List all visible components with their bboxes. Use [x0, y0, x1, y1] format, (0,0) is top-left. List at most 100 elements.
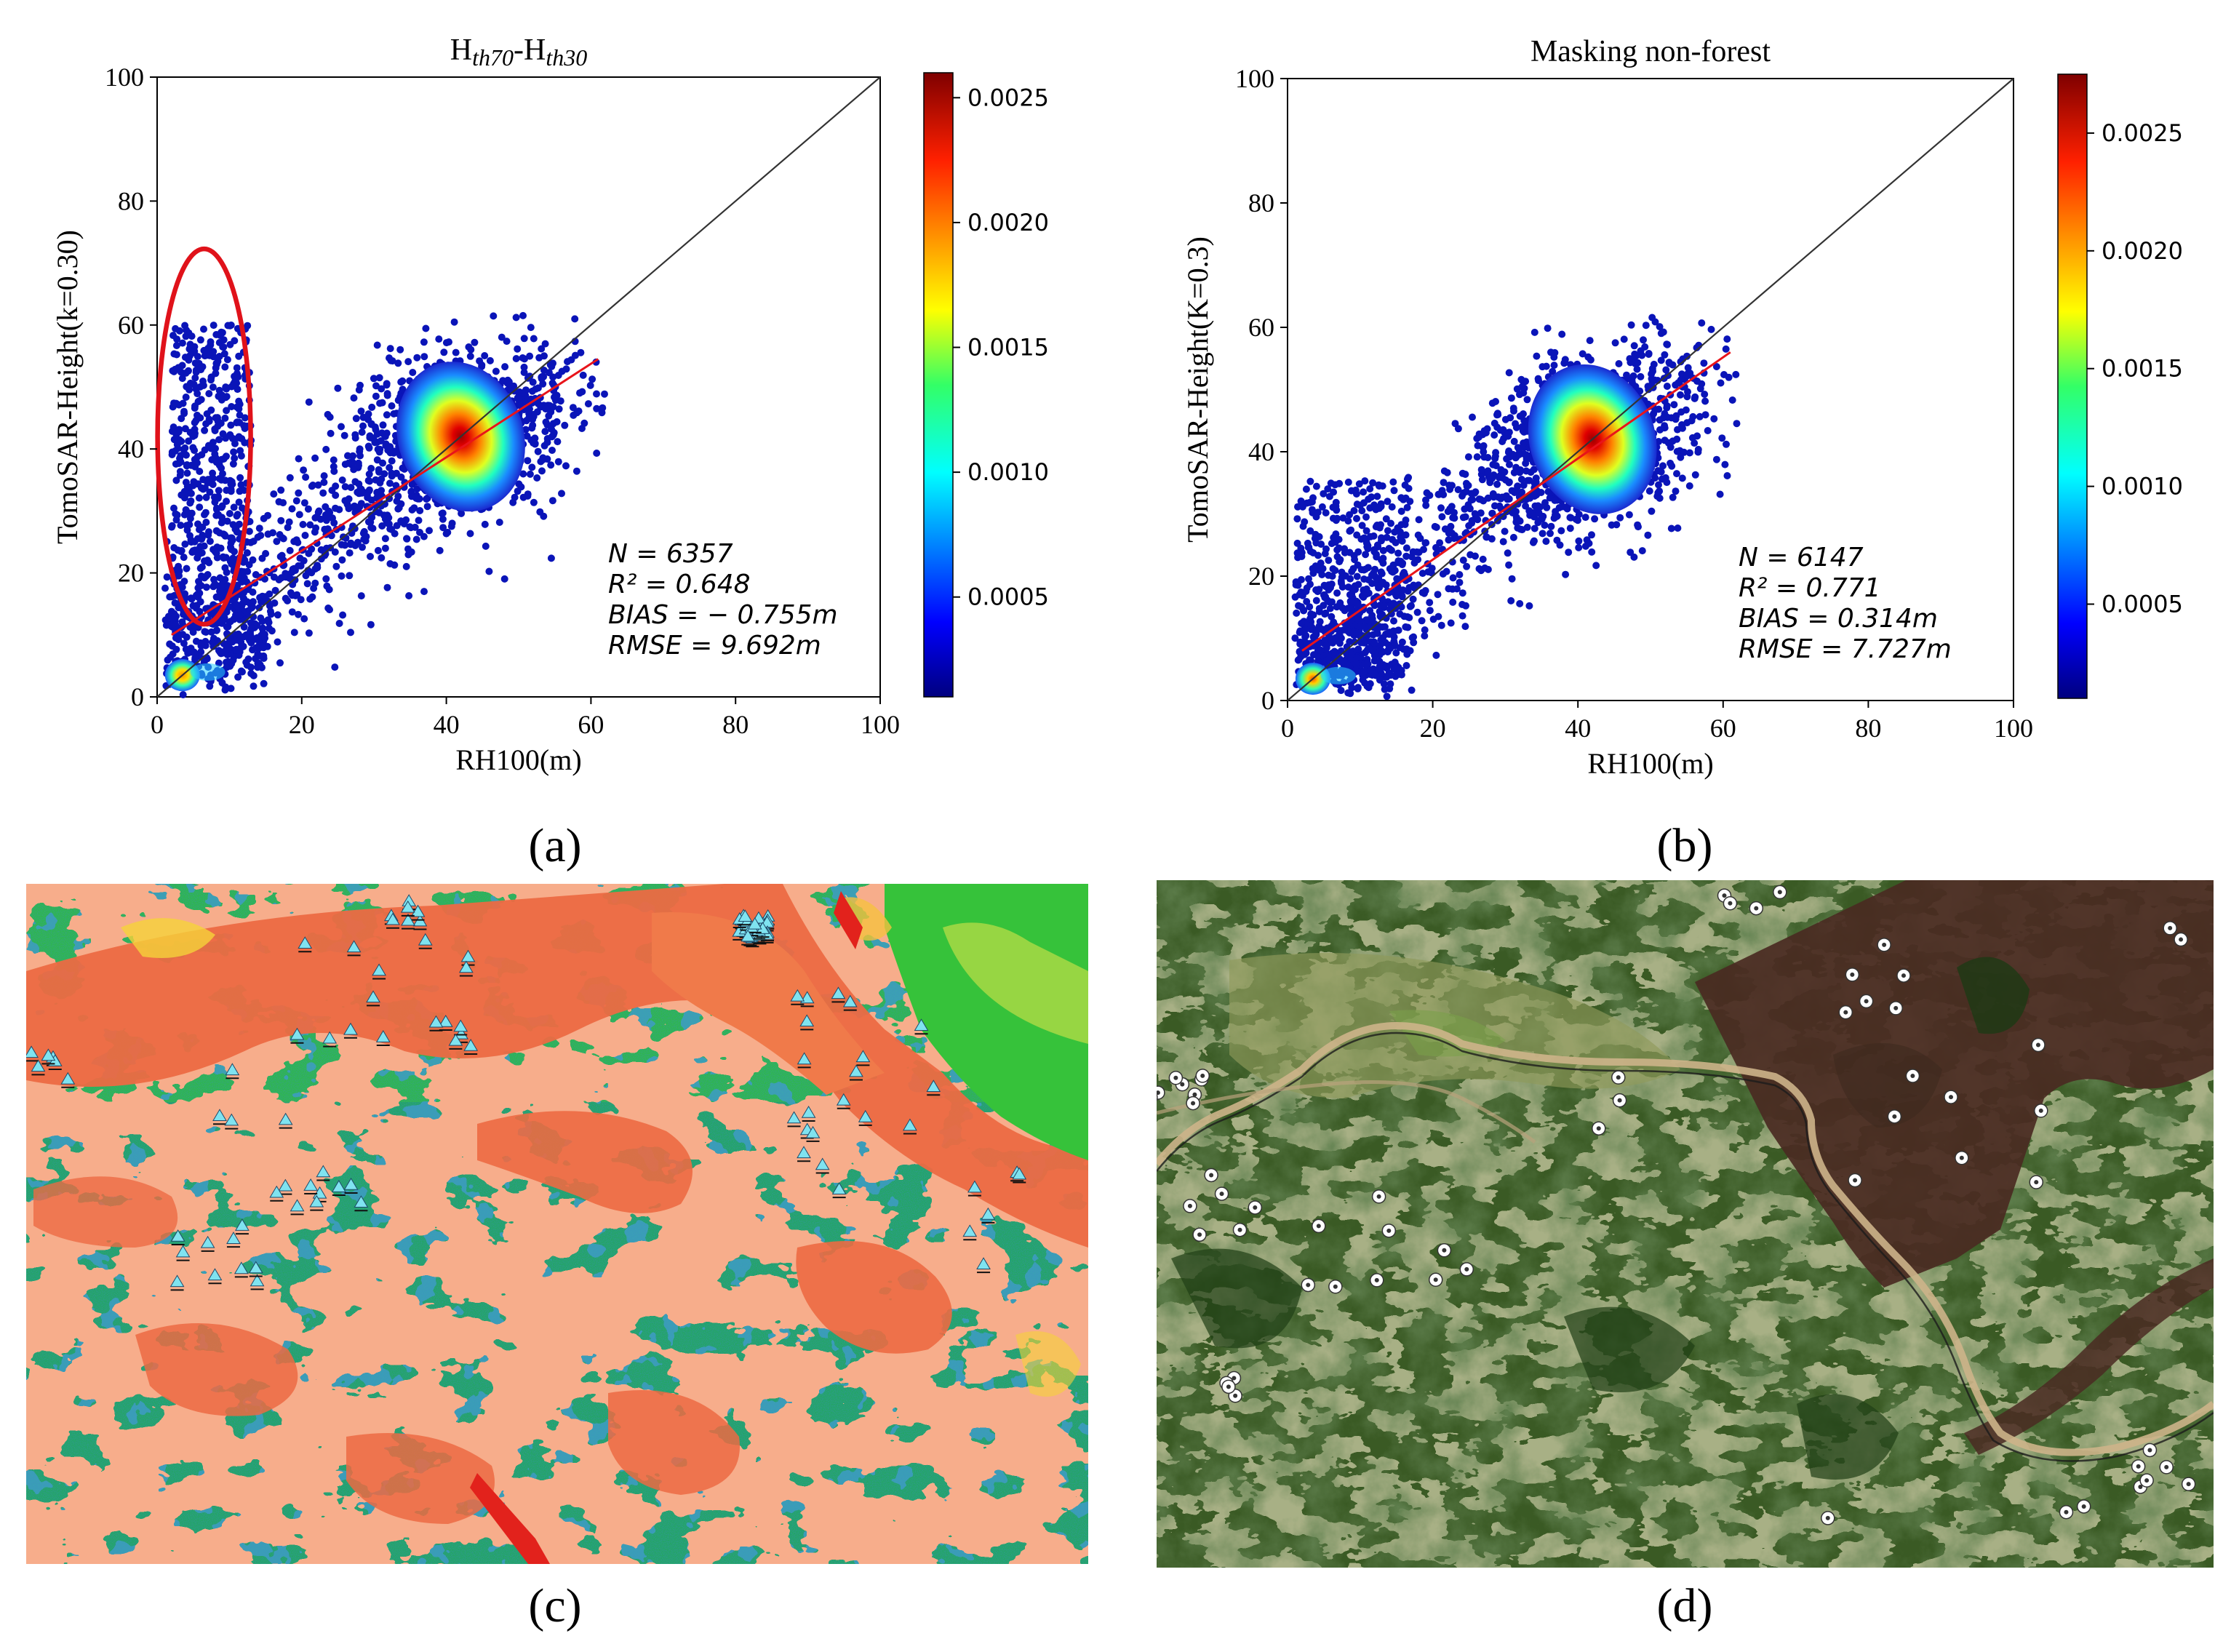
- scatter-point: [1588, 531, 1595, 539]
- scatter-point: [223, 498, 231, 506]
- scatter-point: [338, 572, 346, 580]
- scatter-point: [383, 411, 391, 419]
- plot-circle-center: [1893, 1005, 1899, 1010]
- scatter-point: [324, 525, 332, 533]
- scatter-point: [284, 596, 292, 604]
- sample-triangle-marker: [331, 1180, 346, 1192]
- scatter-point: [1496, 502, 1504, 510]
- scatter-point: [579, 371, 587, 379]
- scatter-point: [183, 564, 191, 572]
- scatter-point: [531, 434, 539, 442]
- scatter-point: [364, 494, 372, 501]
- scatter-point: [561, 421, 569, 429]
- scatter-point: [288, 608, 296, 616]
- x-tick-label: 40: [434, 710, 460, 739]
- scatter-point: [330, 519, 338, 527]
- scatter-point: [1677, 453, 1685, 461]
- scatter-point: [177, 437, 185, 445]
- scatter-point: [370, 375, 378, 383]
- plot-circle-center: [1948, 1095, 1953, 1100]
- scatter-point: [1362, 513, 1370, 521]
- scatter-point: [1549, 367, 1557, 375]
- scatter-point: [255, 524, 263, 532]
- scatter-point: [311, 528, 319, 536]
- scatter-point: [322, 445, 330, 453]
- sample-triangle-marker: [738, 909, 753, 922]
- scatter-point: [416, 528, 423, 536]
- scatter-point: [593, 404, 601, 412]
- scatter-point: [1337, 687, 1345, 695]
- scatter-point: [319, 489, 327, 497]
- scatter-point: [519, 470, 527, 478]
- scatter-point: [1372, 506, 1380, 514]
- scatter-point: [399, 386, 407, 394]
- scatter-point: [1437, 504, 1445, 512]
- scatter-point: [416, 507, 424, 514]
- scatter-point: [554, 438, 562, 446]
- scatter-point: [1331, 481, 1339, 489]
- scatter-point: [1557, 527, 1565, 535]
- scatter-point: [1629, 379, 1636, 387]
- scatter-point: [1392, 649, 1400, 657]
- scatter-point: [311, 579, 319, 587]
- satellite-image: [1157, 880, 2214, 1568]
- scatter-point: [177, 522, 185, 530]
- scatter-point: [1584, 353, 1592, 361]
- scatter-point: [1384, 498, 1392, 506]
- scatter-point: [1365, 495, 1373, 503]
- regression-line: [171, 358, 599, 637]
- sample-triangle-marker: [747, 917, 762, 930]
- scatter-point: [404, 358, 412, 366]
- scatter-point: [383, 381, 391, 389]
- scatter-point: [195, 494, 203, 502]
- scatter-point: [346, 572, 354, 580]
- scatter-point: [571, 351, 579, 359]
- scatter-point: [171, 447, 179, 455]
- scatter-point: [1381, 685, 1389, 693]
- scatter-point: [191, 359, 199, 367]
- scatter-point: [1461, 623, 1469, 631]
- scatter-point: [367, 553, 374, 560]
- scatter-point: [404, 545, 412, 553]
- scatter-point: [1496, 471, 1504, 479]
- scatter-point: [1312, 562, 1320, 570]
- scatter-point: [1696, 385, 1704, 393]
- scatter-point: [332, 562, 340, 570]
- scatter-point: [1390, 617, 1397, 625]
- scatter-point: [1586, 337, 1594, 345]
- scatter-point: [511, 493, 519, 501]
- scatter-point: [1315, 607, 1323, 615]
- x-ticks: 0 20 40 60 80 100: [1281, 701, 2033, 743]
- scatter-point: [1378, 647, 1386, 655]
- scatter-point: [1422, 496, 1429, 504]
- colorbar-tick-label: 0.0010: [967, 458, 1049, 486]
- scatter-point: [1581, 542, 1589, 550]
- x-tick-label: 80: [722, 710, 749, 739]
- scatter-point: [385, 520, 393, 528]
- scatter-point: [1588, 548, 1596, 556]
- scatter-point: [554, 458, 562, 466]
- scatter-point: [1517, 466, 1525, 474]
- scatter-point: [1655, 481, 1662, 489]
- scatter-point: [1293, 609, 1301, 617]
- sample-triangle-marker: [976, 1257, 991, 1269]
- scatter-point: [357, 500, 365, 508]
- scatter-point: [1712, 455, 1720, 463]
- sample-triangle-marker: [366, 990, 380, 1003]
- scatter-point: [357, 592, 365, 600]
- scatter-point: [271, 599, 279, 607]
- scatter-point: [1499, 538, 1507, 546]
- scatter-point: [1294, 554, 1302, 562]
- scatter-point: [1299, 522, 1307, 530]
- scatter-point: [1448, 503, 1456, 511]
- scatter-point: [1581, 514, 1589, 522]
- x-tick-label: 60: [1710, 714, 1736, 743]
- scatter-point: [1324, 596, 1332, 604]
- scatter-point: [351, 542, 359, 549]
- scatter-point: [249, 588, 257, 596]
- scatter-point: [1541, 499, 1549, 507]
- sample-triangle-marker: [60, 1072, 76, 1085]
- sublabel-c: (c): [528, 1579, 582, 1632]
- plot-circle-center: [1433, 1277, 1438, 1282]
- sample-triangle-marker: [290, 1199, 305, 1212]
